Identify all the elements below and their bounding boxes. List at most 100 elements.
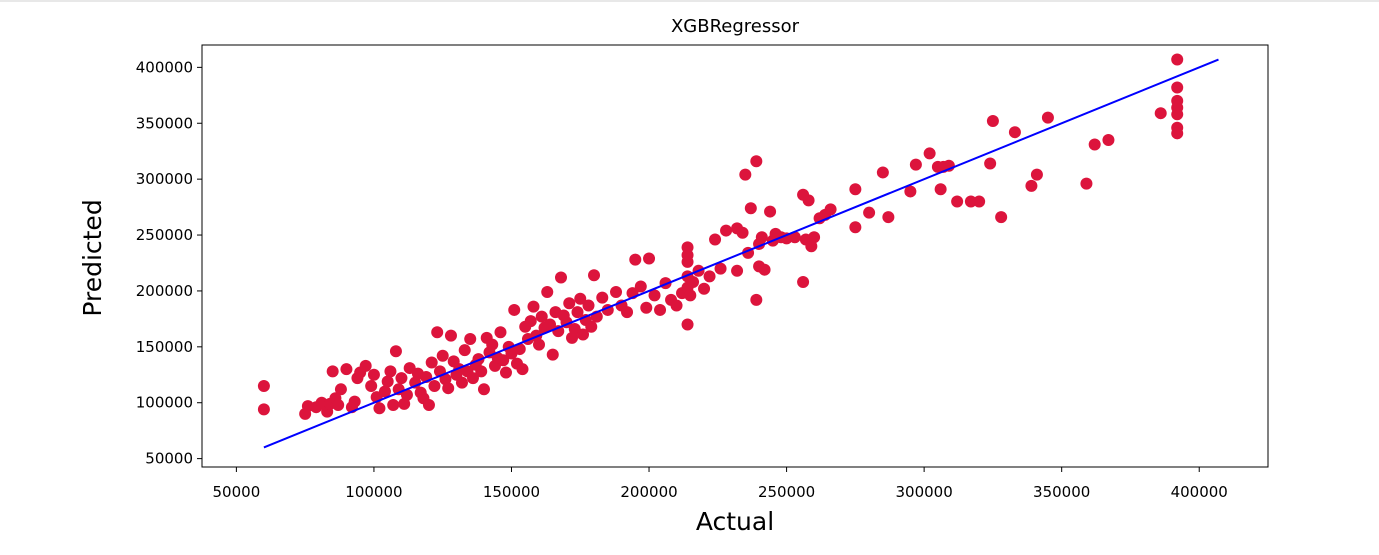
data-point <box>984 157 997 170</box>
data-point <box>610 286 623 299</box>
data-point <box>714 262 727 275</box>
y-tick-label: 350000 <box>136 114 193 132</box>
data-point <box>1154 107 1167 120</box>
data-point <box>904 185 917 198</box>
data-point <box>744 202 757 215</box>
data-point <box>681 255 694 268</box>
y-tick-label: 50000 <box>145 450 193 468</box>
data-point <box>431 326 444 339</box>
data-point <box>428 379 441 392</box>
data-point <box>444 329 457 342</box>
data-point <box>643 252 656 265</box>
y-axis: 50000 100000 150000 200000 250000 300000 35000… <box>136 58 202 468</box>
data-point <box>755 231 768 244</box>
data-point <box>849 221 862 234</box>
data-point <box>797 275 810 288</box>
data-point <box>546 348 559 361</box>
chart-title: XGBRegressor <box>671 16 800 37</box>
data-point <box>788 231 801 244</box>
data-point <box>384 365 397 378</box>
data-point <box>1171 53 1184 66</box>
data-point <box>1102 134 1115 147</box>
data-point <box>400 388 413 401</box>
data-points <box>257 53 1184 420</box>
data-point <box>499 366 512 379</box>
data-point <box>648 289 661 302</box>
data-point <box>585 320 598 333</box>
x-axis-title: Actual <box>696 507 774 536</box>
data-point <box>508 303 521 316</box>
data-point <box>477 383 490 396</box>
fit-line <box>263 58 1219 449</box>
data-point <box>758 263 771 276</box>
data-point <box>340 363 353 376</box>
data-point <box>731 264 744 277</box>
data-point <box>458 344 471 357</box>
data-point <box>516 363 529 376</box>
x-tick-label: 150000 <box>483 483 540 501</box>
data-point <box>475 365 488 378</box>
data-point <box>1171 108 1184 121</box>
data-point <box>681 318 694 331</box>
data-point <box>455 376 468 389</box>
data-point <box>464 333 477 346</box>
data-point <box>849 183 862 196</box>
data-point <box>466 372 479 385</box>
data-point <box>863 206 876 219</box>
data-point <box>588 269 601 282</box>
data-point <box>596 291 609 304</box>
data-point <box>923 147 936 160</box>
data-point <box>442 382 455 395</box>
x-tick-label: 100000 <box>345 483 402 501</box>
x-tick-label: 300000 <box>895 483 952 501</box>
data-point <box>436 349 449 362</box>
data-point <box>808 231 821 244</box>
data-point <box>541 286 554 299</box>
data-point <box>532 338 545 351</box>
data-point <box>257 403 270 416</box>
data-point <box>367 368 380 381</box>
data-point <box>750 155 763 168</box>
data-point <box>571 306 584 319</box>
y-tick-label: 150000 <box>136 338 193 356</box>
data-point <box>876 166 889 179</box>
data-point <box>381 375 394 388</box>
y-tick-label: 250000 <box>136 226 193 244</box>
data-point <box>750 293 763 306</box>
data-point <box>621 306 634 319</box>
data-point <box>934 183 947 196</box>
data-point <box>524 315 537 328</box>
data-point <box>543 318 556 331</box>
x-tick-label: 200000 <box>620 483 677 501</box>
data-point <box>640 301 653 314</box>
data-point <box>882 211 895 224</box>
data-point <box>1030 168 1043 181</box>
data-point <box>670 299 683 312</box>
data-point <box>395 372 408 385</box>
data-point <box>1008 126 1021 139</box>
data-point <box>909 158 922 171</box>
x-tick-label: 400000 <box>1171 483 1228 501</box>
data-point <box>497 354 510 367</box>
data-point <box>951 195 964 208</box>
data-point <box>1080 177 1093 190</box>
data-point <box>574 292 587 305</box>
data-point <box>1171 127 1184 140</box>
data-point <box>720 224 733 237</box>
data-point <box>703 270 716 283</box>
data-point <box>555 271 568 284</box>
y-tick-label: 400000 <box>136 58 193 76</box>
data-point <box>1088 138 1101 151</box>
x-tick-label: 250000 <box>758 483 815 501</box>
plot-area-frame <box>201 44 1269 468</box>
x-axis: 50000 100000 150000 200000 250000 300000 35000… <box>213 467 1228 501</box>
data-point <box>736 226 749 239</box>
data-point <box>764 205 777 218</box>
data-point <box>332 398 345 411</box>
x-tick-label: 350000 <box>1033 483 1090 501</box>
data-point <box>563 297 576 310</box>
data-point <box>425 356 438 369</box>
y-tick-label: 300000 <box>136 170 193 188</box>
data-point <box>422 398 435 411</box>
